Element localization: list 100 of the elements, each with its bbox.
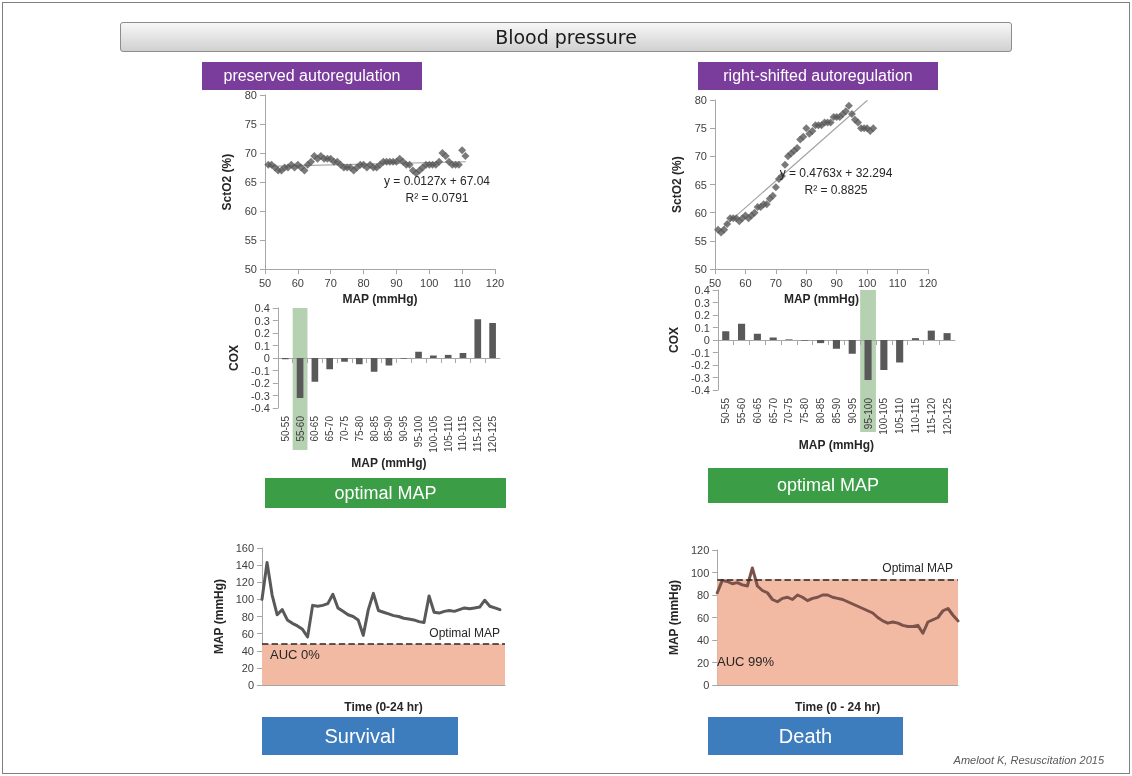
x-tick-label: 115-120 xyxy=(472,415,484,452)
annotation: y = 0.4763x + 32.294 xyxy=(779,166,893,180)
ref-line-label: Optimal MAP xyxy=(882,561,953,576)
y-tick-label: -0.1 xyxy=(690,346,710,359)
bar xyxy=(326,358,334,370)
y-tick-label: -0.3 xyxy=(690,371,710,384)
y-tick-label: 0 xyxy=(247,679,254,691)
bar xyxy=(864,340,872,380)
x-tick-label: 110-115 xyxy=(457,415,469,452)
y-tick-label: -0.1 xyxy=(250,364,270,377)
x-tick-label: 105-110 xyxy=(894,397,906,434)
x-tick-label: 90-95 xyxy=(398,415,410,442)
y-tick-label: 0.1 xyxy=(694,321,710,334)
annotation: y = 0.0127x + 67.04 xyxy=(383,174,491,188)
x-axis-title: MAP (mmHg) xyxy=(798,437,874,452)
bar xyxy=(738,323,746,340)
annotation: R² = 0.0791 xyxy=(405,191,469,205)
y-tick-label: 0.4 xyxy=(254,302,270,314)
bar xyxy=(943,333,951,340)
x-tick-label: 80 xyxy=(357,276,370,289)
bar xyxy=(753,333,761,340)
bar xyxy=(880,340,888,370)
point xyxy=(854,118,863,127)
y-tick-label: 50 xyxy=(694,263,707,276)
y-tick-label: -0.2 xyxy=(690,359,710,371)
x-tick-label: 100-105 xyxy=(878,397,890,435)
y-tick-label: 60 xyxy=(241,627,254,640)
chart-title: right-shifted autoregulation xyxy=(698,62,938,90)
x-tick-label: 120-125 xyxy=(941,397,953,435)
x-tick-label: 100 xyxy=(857,276,877,289)
y-tick-label: 70 xyxy=(244,147,257,160)
y-tick-label: 0.4 xyxy=(694,284,710,296)
x-tick-label: 110-115 xyxy=(909,397,921,434)
y-tick-label: 40 xyxy=(241,644,254,657)
point xyxy=(780,160,789,169)
x-tick-label: 85-90 xyxy=(830,397,842,424)
annotation: R² = 0.8825 xyxy=(804,183,868,197)
bar xyxy=(896,340,904,363)
x-axis-title: MAP (mmHg) xyxy=(342,292,418,306)
x-tick-label: 60 xyxy=(739,276,752,289)
y-tick-label: 100 xyxy=(690,566,710,579)
y-tick-label: 50 xyxy=(244,263,257,276)
x-tick-label: 75-80 xyxy=(799,397,811,424)
x-axis-title: Time (0-24 hr) xyxy=(344,699,423,714)
x-tick-label: 55-60 xyxy=(736,397,748,424)
ref-line-label: Optimal MAP xyxy=(429,625,500,640)
x-tick-label: 65-70 xyxy=(324,415,336,442)
x-tick-label: 120-125 xyxy=(487,415,499,453)
text: Survival xyxy=(262,717,458,755)
y-tick-label: 0.3 xyxy=(694,296,710,309)
text: Death xyxy=(708,717,903,755)
y-tick-label: 70 xyxy=(694,150,707,163)
bar xyxy=(722,331,730,340)
text: Ameloot K, Resuscitation 2015 xyxy=(953,754,1104,766)
x-axis-title: Time (0 - 24 hr) xyxy=(795,699,881,714)
bar xyxy=(355,358,363,365)
text: optimal MAP xyxy=(708,468,948,503)
y-tick-label: 0.2 xyxy=(694,309,710,321)
y-tick-label: 140 xyxy=(235,559,254,572)
x-tick-label: 80-85 xyxy=(815,397,827,424)
bar xyxy=(296,358,304,398)
y-tick-label: -0.2 xyxy=(250,377,270,389)
y-axis-title: SctO2 (%) xyxy=(220,153,234,211)
y-tick-label: 80 xyxy=(241,610,254,623)
bar xyxy=(817,340,825,344)
x-tick-label: 65-70 xyxy=(767,397,779,424)
x-tick-label: 100 xyxy=(420,276,439,289)
x-tick-label: 50-55 xyxy=(279,415,291,442)
y-axis-title: MAP (mmHg) xyxy=(667,579,681,656)
bar xyxy=(927,330,935,340)
x-tick-label: 60 xyxy=(291,276,304,289)
bar xyxy=(385,358,393,366)
y-tick-label: 80 xyxy=(244,89,257,101)
bar xyxy=(459,353,467,358)
y-tick-label: 160 xyxy=(235,542,254,554)
bar xyxy=(489,323,496,358)
y-tick-label: 120 xyxy=(235,576,254,589)
y-tick-label: 0 xyxy=(703,334,710,346)
y-tick-label: -0.3 xyxy=(250,389,270,402)
x-tick-label: 70 xyxy=(769,276,782,289)
x-tick-label: 90 xyxy=(830,276,843,289)
y-tick-label: 80 xyxy=(694,94,707,106)
point xyxy=(844,101,853,110)
y-tick-label: 65 xyxy=(244,176,257,189)
y-tick-label: 120 xyxy=(690,544,710,556)
text: optimal MAP xyxy=(265,478,506,508)
y-tick-label: -0.4 xyxy=(690,384,710,396)
bar xyxy=(415,351,422,358)
bar xyxy=(848,340,856,354)
y-tick-label: 0.2 xyxy=(254,327,270,339)
x-tick-label: 60-65 xyxy=(751,397,763,424)
x-tick-label: 70-75 xyxy=(783,397,795,424)
y-axis-title: COX xyxy=(227,344,241,372)
line-series xyxy=(260,561,502,639)
text: Blood pressure xyxy=(120,22,1012,52)
y-tick-label: 60 xyxy=(244,205,257,218)
x-tick-label: 110 xyxy=(888,276,907,289)
y-tick-label: 60 xyxy=(694,206,707,219)
x-tick-label: 110 xyxy=(453,276,471,289)
bar xyxy=(341,358,348,362)
